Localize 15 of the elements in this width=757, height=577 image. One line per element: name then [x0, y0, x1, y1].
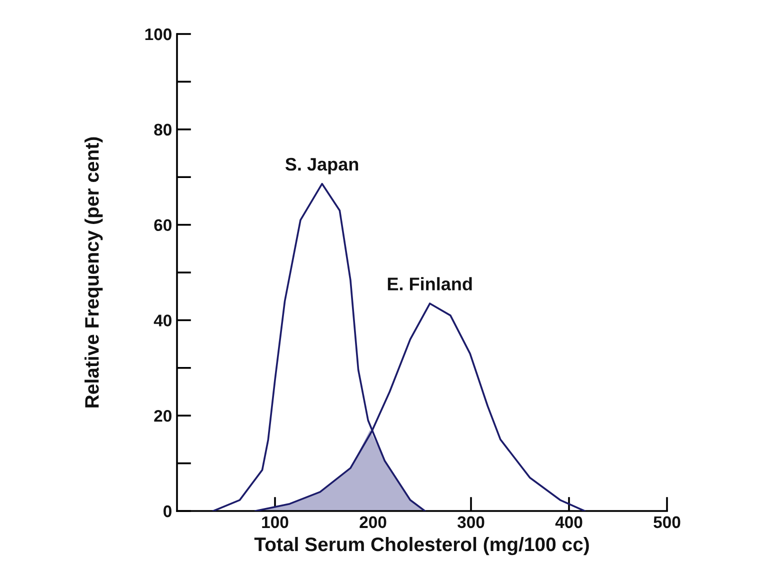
y-tick-label: 20 — [154, 410, 172, 422]
x-tick-label: 500 — [654, 516, 680, 528]
y-tick-label: 0 — [164, 505, 172, 518]
x-tick-label: 100 — [262, 516, 288, 528]
y-tick-label: 60 — [154, 219, 172, 232]
y-tick-label: 80 — [154, 124, 172, 136]
x-tick-label: 400 — [555, 516, 582, 528]
series-label: S. Japan — [285, 158, 358, 174]
y-axis-title: Relative Frequency (per cent) — [84, 137, 103, 408]
x-tick-label: 300 — [457, 516, 484, 528]
y-tick-label: 40 — [154, 314, 172, 326]
series-label: E. Finland — [388, 277, 472, 290]
x-axis-title: Total Serum Cholesterol (mg/100 cc) — [254, 536, 589, 556]
x-tick-label: 200 — [360, 516, 386, 528]
y-tick-label: 100 — [145, 28, 172, 40]
